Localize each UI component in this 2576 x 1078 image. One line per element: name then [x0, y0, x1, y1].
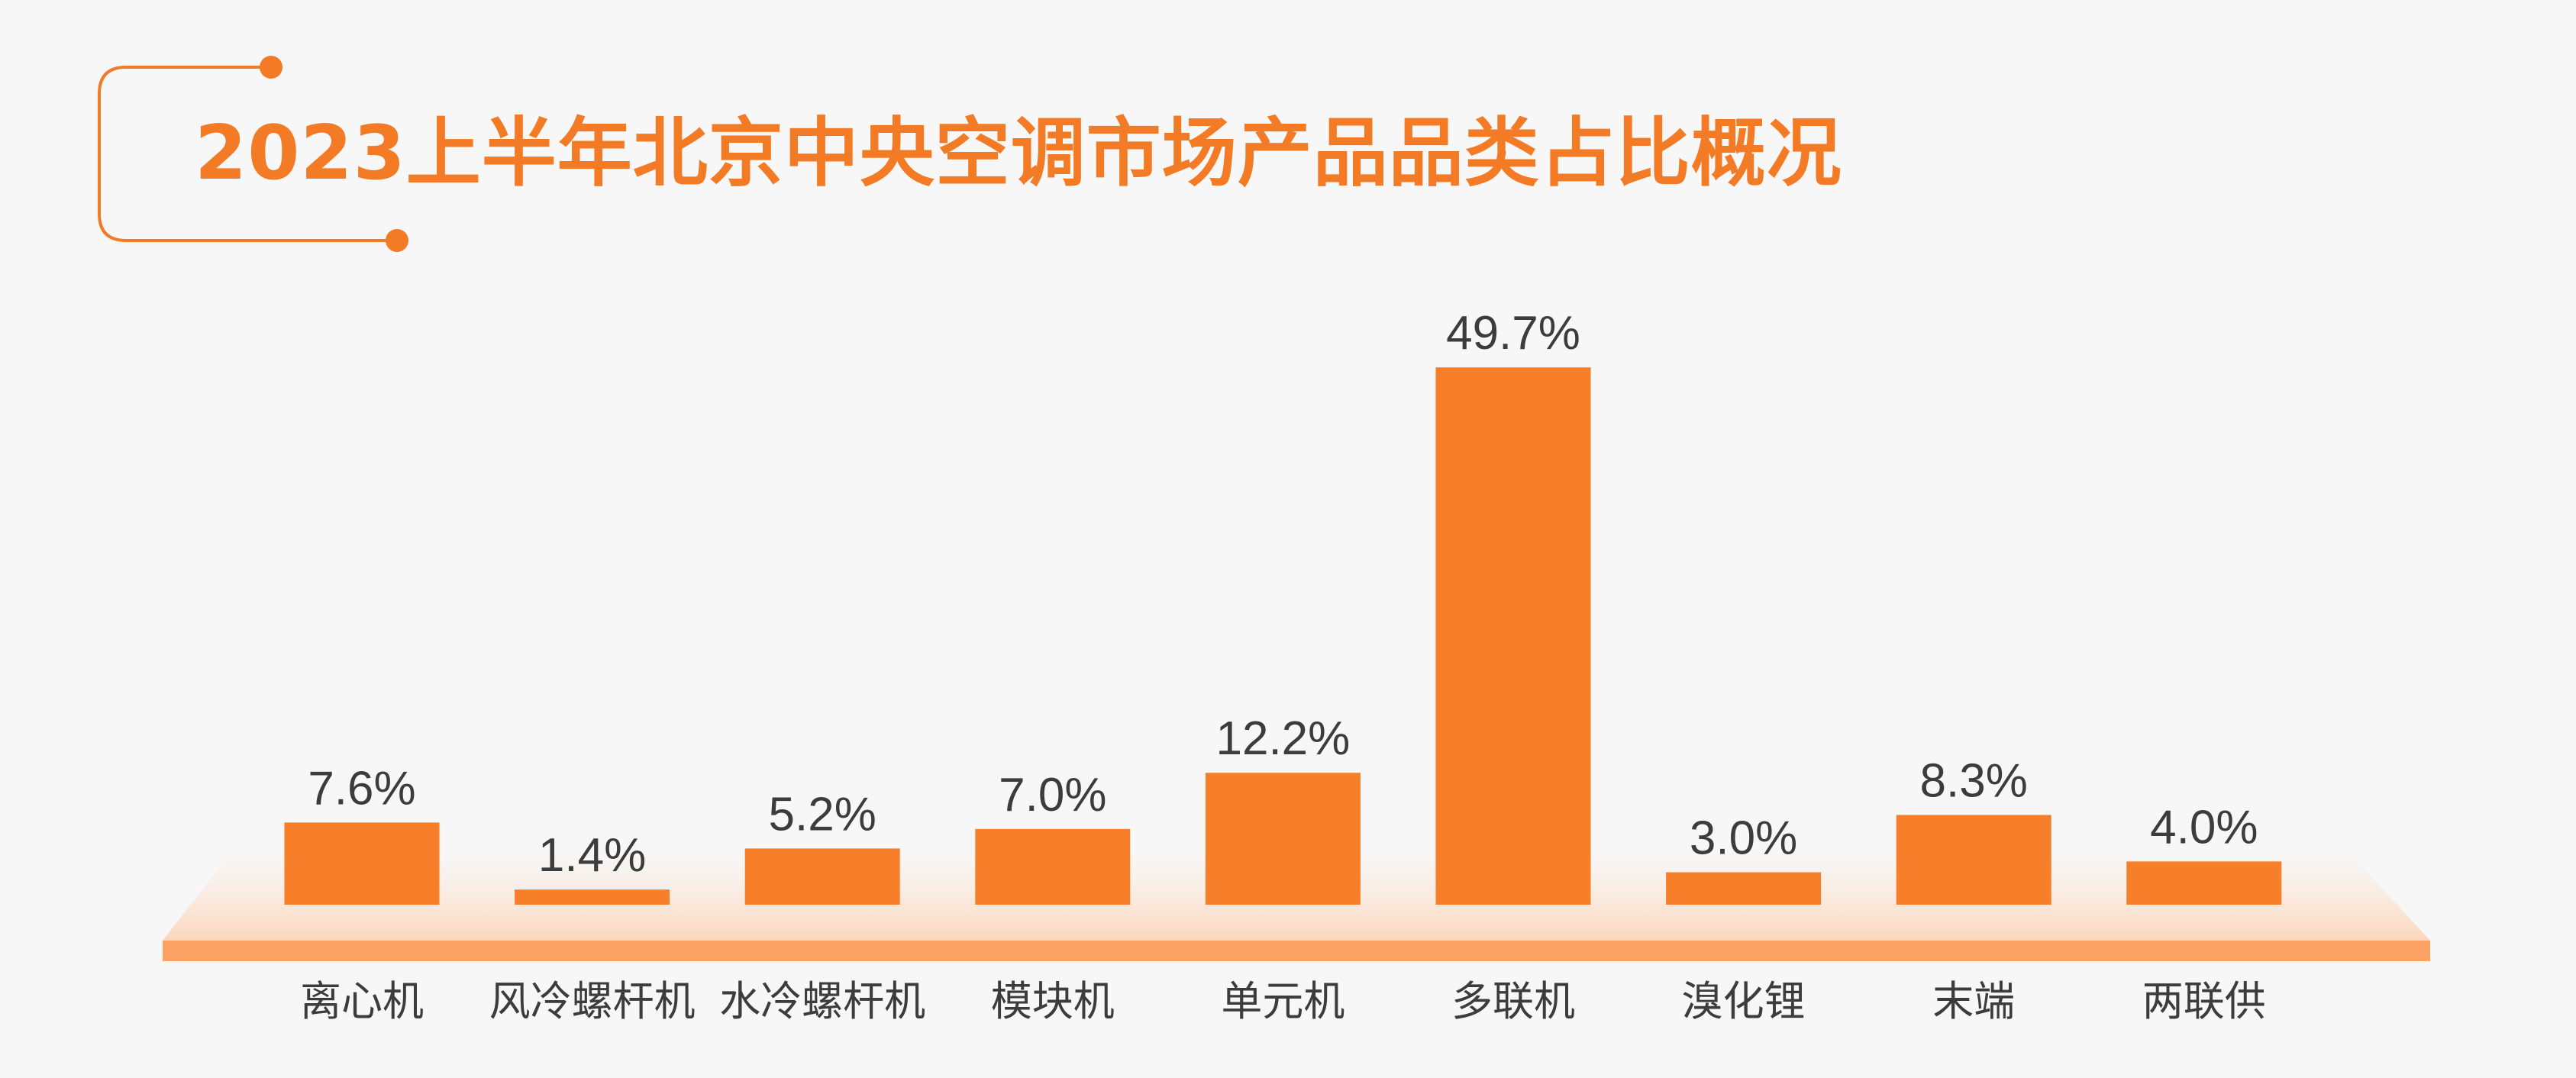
category-labels-group: 离心机 风冷螺杆机 水冷螺杆机 模块机 单元机 多联机 溴化锂 末端 两联供	[300, 977, 2266, 1025]
category-label: 多联机	[1451, 977, 1575, 1025]
bar-value-label: 1.4%	[538, 829, 646, 882]
bar-value-label: 7.6%	[308, 762, 415, 815]
bar-value-label: 4.0%	[2150, 801, 2258, 854]
bar	[284, 822, 440, 905]
category-label: 两联供	[2142, 977, 2266, 1025]
bar	[975, 828, 1131, 905]
chart-base-strip	[163, 941, 2430, 961]
value-labels-group: 7.6% 1.4% 5.2% 7.0% 12.2% 49.7% 3.0% 8.3% 4.0%	[308, 307, 2258, 882]
bar-value-label: 3.0%	[1690, 812, 1797, 865]
category-label: 单元机	[1221, 977, 1344, 1025]
category-label: 离心机	[300, 977, 424, 1025]
bar	[1896, 815, 2051, 905]
bar	[1666, 872, 1822, 905]
title-bracket-dot-bottom	[386, 229, 408, 252]
title-bracket-dot-top	[260, 56, 282, 79]
category-label: 模块机	[991, 977, 1115, 1025]
title-bracket-line	[98, 66, 397, 242]
bar	[515, 889, 670, 905]
bar-value-label: 49.7%	[1446, 307, 1580, 360]
category-label: 水冷螺杆机	[719, 977, 925, 1025]
bar-value-label: 5.2%	[769, 788, 876, 841]
category-label: 末端	[1932, 977, 2015, 1025]
bar	[1435, 367, 1591, 905]
bar	[1205, 773, 1361, 905]
category-label: 溴化锂	[1682, 977, 1806, 1025]
bar-value-label: 7.0%	[999, 769, 1106, 821]
bar	[2126, 861, 2282, 905]
bar-value-label: 12.2%	[1215, 712, 1350, 765]
bar	[744, 848, 900, 905]
category-label: 风冷螺杆机	[489, 977, 696, 1025]
bars-group	[284, 367, 2282, 905]
chart-title: 2023上半年北京中央空调市场产品品类占比概况	[195, 110, 1842, 197]
bar-value-label: 8.3%	[1920, 754, 2028, 807]
